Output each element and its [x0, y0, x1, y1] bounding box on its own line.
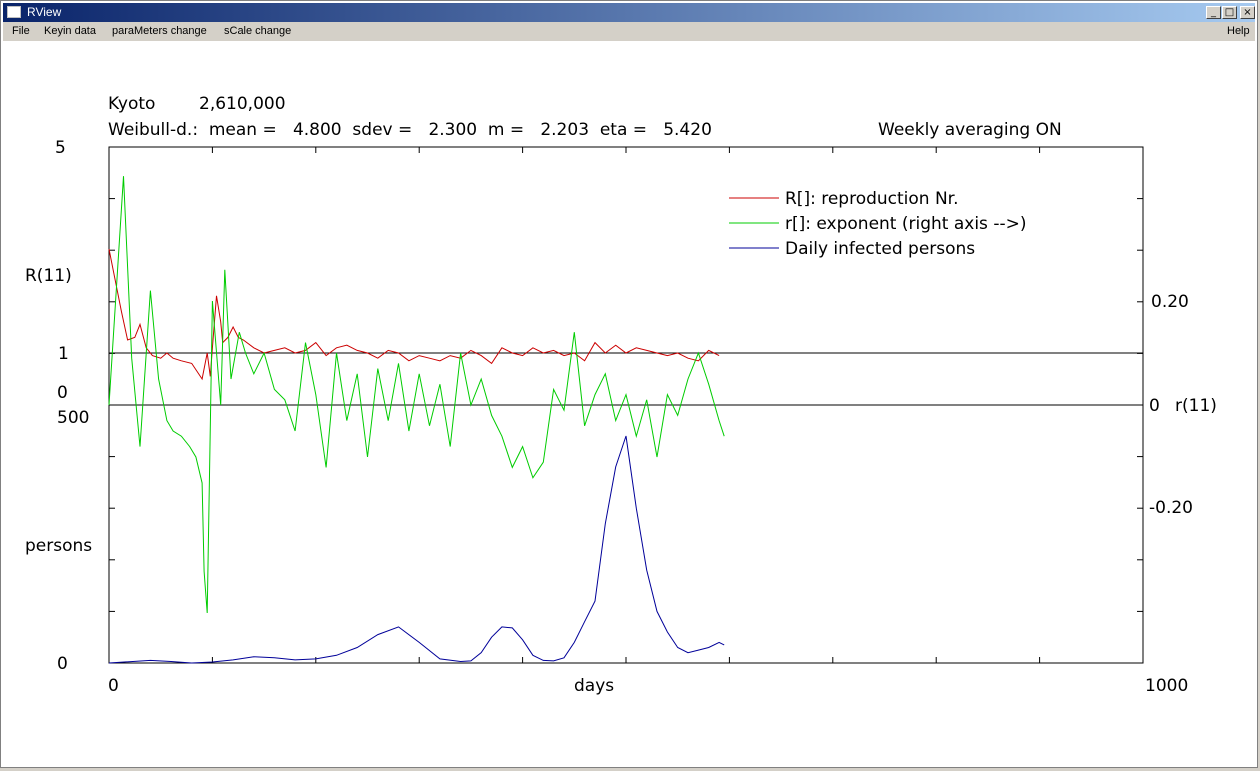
header-params: Weibull-d.: mean = 4.800 sdev = 2.300 m … — [108, 120, 712, 140]
chart-svg: Kyoto 2,610,000 Weibull-d.: mean = 4.800… — [25, 94, 1217, 696]
legend: R[]: reproduction Nr. r[]: exponent (rig… — [729, 189, 1026, 259]
x-axis-label: days — [574, 676, 614, 696]
menu-parameters-change[interactable]: paraMeters change — [112, 25, 207, 37]
series-line-R — [108, 248, 720, 381]
maximize-button[interactable]: □ — [1222, 6, 1237, 19]
header-averaging: Weekly averaging ON — [878, 120, 1062, 140]
right-tick-0: 0 — [1149, 396, 1160, 416]
title-bar[interactable]: RView _ □ × — [3, 3, 1255, 22]
chart-area: Kyoto 2,610,000 Weibull-d.: mean = 4.800… — [3, 41, 1257, 767]
app-icon — [7, 6, 21, 18]
right-axis-label: r(11) — [1175, 396, 1217, 416]
series-line-daily — [108, 435, 725, 664]
left-axis-label-persons: persons — [25, 536, 92, 556]
right-tick-minus-0.20: -0.20 — [1149, 498, 1193, 518]
left-tick-0: 0 — [57, 383, 68, 403]
window-title: RView — [27, 5, 62, 19]
legend-label-R: R[]: reproduction Nr. — [785, 189, 959, 209]
x-tick-0: 0 — [108, 676, 119, 696]
menu-help[interactable]: Help — [1227, 25, 1250, 37]
left-axis-label-R: R(11) — [25, 266, 72, 286]
menu-scale-change[interactable]: sCale change — [224, 25, 292, 37]
series-line-r — [108, 176, 725, 614]
header-population: 2,610,000 — [199, 94, 286, 114]
x-tick-1000: 1000 — [1145, 676, 1188, 696]
menu-file[interactable]: File — [12, 25, 30, 37]
legend-label-r: r[]: exponent (right axis -->) — [785, 214, 1026, 234]
left-tick-persons-0: 0 — [57, 654, 68, 674]
close-button[interactable]: × — [1240, 6, 1255, 19]
menu-bar: File Keyin data paraMeters change sCale … — [3, 22, 1255, 41]
left-tick-1: 1 — [58, 344, 69, 364]
left-tick-5: 5 — [55, 138, 66, 158]
legend-label-daily: Daily infected persons — [785, 239, 975, 259]
left-tick-500: 500 — [57, 408, 89, 428]
minimize-button[interactable]: _ — [1206, 6, 1221, 19]
right-tick-0.20: 0.20 — [1151, 292, 1189, 312]
header-city: Kyoto — [108, 94, 155, 114]
menu-keyin-data[interactable]: Keyin data — [44, 25, 96, 37]
